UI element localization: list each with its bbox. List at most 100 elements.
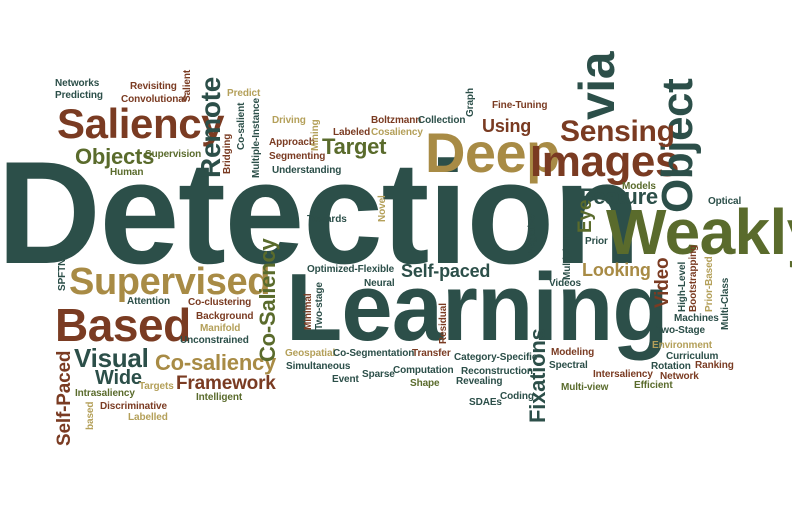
word-collection: Collection [418, 115, 466, 126]
word-background: Background [196, 311, 254, 322]
word-two-stage-lower: Two-stage [314, 282, 325, 330]
word-bootstrapping: Bootstrapping [688, 244, 699, 312]
word-feature: Feature [580, 184, 658, 209]
word-coding: Coding [500, 391, 534, 402]
word-machines: Machines [674, 313, 719, 324]
word-video: Video [652, 257, 673, 308]
word-category-specific: Category-Specific [454, 352, 538, 363]
word-human: Human [110, 167, 144, 178]
word-approach: Approach [269, 137, 315, 148]
word-co-salient: Co-salient [236, 102, 247, 150]
word-cosaliency: Cosaliency [371, 127, 423, 138]
word-optical: Optical [708, 196, 742, 207]
word-mining: Mining [310, 119, 321, 151]
word-using: Using [482, 116, 532, 136]
word-discriminative: Discriminative [100, 401, 167, 412]
word-eye: Eye [575, 199, 596, 233]
word-minimal: Minimal [303, 293, 314, 330]
word-based-small: based [85, 401, 96, 430]
word-learning: Learning [286, 254, 669, 361]
word-neural: Neural [364, 278, 395, 289]
word-wide: Wide [95, 367, 142, 389]
word-labelled: Labelled [128, 412, 168, 423]
word-labeled: Labeled [333, 127, 371, 138]
word-graph: Graph [465, 88, 476, 117]
word-reconstruction: Reconstruction [461, 366, 533, 377]
word-self-paced-lower: Self-paced [401, 261, 491, 281]
word-supervised: Supervised [69, 261, 271, 303]
word-intelligent: Intelligent [196, 392, 243, 403]
word-driving: Driving [272, 115, 306, 126]
word-salient: Salient [182, 69, 193, 102]
word-ranking: Ranking [695, 360, 734, 371]
word-two-stage-upper: Two-Stage [656, 325, 705, 336]
word-shape: Shape [410, 378, 440, 389]
word-boltzmann: Boltzmann [371, 115, 422, 126]
word-remote: Remote [195, 76, 226, 178]
word-negative: Negative [527, 214, 538, 255]
word-understanding: Understanding [272, 165, 342, 176]
word-optimized-flexible: Optimized-Flexible [307, 264, 395, 275]
word-curriculum: Curriculum [666, 351, 719, 362]
word-looking: Looking [582, 260, 651, 280]
word-supervision: Supervision [145, 149, 202, 160]
word-visual: Visual [74, 343, 149, 373]
word-co-clustering: Co-clustering [188, 297, 252, 308]
word-predict: Predict [227, 88, 261, 99]
word-spectral: Spectral [549, 360, 588, 371]
word-saliency: Saliency [57, 100, 225, 147]
word-novel: Novel [377, 195, 388, 222]
word-geospatial: Geospatial [285, 348, 336, 359]
word-revisiting: Revisiting [130, 81, 177, 92]
word-intrasaliency: Intrasaliency [75, 388, 135, 399]
word-objects: Objects [75, 144, 155, 169]
word-high-level: High-Level [677, 261, 688, 312]
word-images: Images [530, 137, 679, 186]
word-framework: Framework [176, 373, 276, 394]
word-convolutional: Convolutional [121, 94, 187, 105]
word-environment: Environment [652, 340, 713, 351]
word-deep: Deep [425, 121, 560, 184]
word-transfer: Transfer [412, 348, 451, 359]
word-multi-class: Multi-Class [720, 277, 731, 330]
word-revealing: Revealing [456, 376, 503, 387]
word-multiple-instance-top: Multiple-Instance [251, 98, 262, 178]
word-simultaneous: Simultaneous [286, 361, 351, 372]
word-intersaliency: Intersaliency [593, 369, 653, 380]
word-networks: Networks [55, 78, 100, 89]
word-based: Based [55, 299, 191, 351]
word-predicting: Predicting [55, 90, 103, 101]
word-attention: Attention [127, 296, 170, 307]
word-via: via [569, 51, 625, 120]
word-sensing: Sensing [560, 115, 675, 148]
word-rotation: Rotation [651, 361, 691, 372]
word-prior: Prior [585, 236, 608, 247]
word-co-saliency-lower: Co-saliency [155, 350, 277, 375]
word-sparse: Sparse [362, 369, 395, 380]
word-weakly: Weakly [606, 196, 792, 268]
word-towards: Towards [307, 214, 347, 225]
word-prior-based: Prior-Based [704, 256, 715, 312]
word-co-saliency-vertical: Co-Saliency [255, 238, 280, 362]
word-event: Event [332, 374, 359, 385]
word-manifold: Manifold [200, 323, 241, 334]
word-residual: Residual [438, 303, 449, 344]
word-self-paced-vertical: Self-Paced [54, 350, 75, 446]
word-efficient: Efficient [634, 380, 673, 391]
word-multiple-instance-mid: Multiple-Instance [562, 200, 573, 280]
word-fine-tuning: Fine-Tuning [492, 100, 548, 111]
word-segmenting: Segmenting [269, 151, 326, 162]
word-spftn: SPFTN [57, 258, 68, 291]
word-computation: Computation [393, 365, 454, 376]
word-multi-view: Multi-view [561, 382, 609, 393]
word-videos: Videos [549, 278, 582, 289]
word-targets: Targets [139, 381, 174, 392]
word-models: Models [622, 181, 656, 192]
word-sdaes: SDAEs [469, 397, 502, 408]
word-modeling: Modeling [551, 347, 595, 358]
word-network: Network [660, 371, 699, 382]
word-bridging: Bridging [222, 133, 233, 174]
word-co-segmentation: Co-Segmentation [333, 348, 415, 359]
word-target: Target [322, 134, 387, 159]
